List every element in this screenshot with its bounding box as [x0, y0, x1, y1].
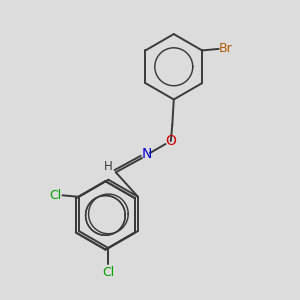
- Text: H: H: [104, 160, 113, 173]
- Text: Cl: Cl: [50, 189, 62, 202]
- Text: Br: Br: [219, 42, 233, 56]
- Text: N: N: [142, 148, 152, 161]
- Text: O: O: [165, 134, 176, 148]
- Text: Cl: Cl: [102, 266, 115, 279]
